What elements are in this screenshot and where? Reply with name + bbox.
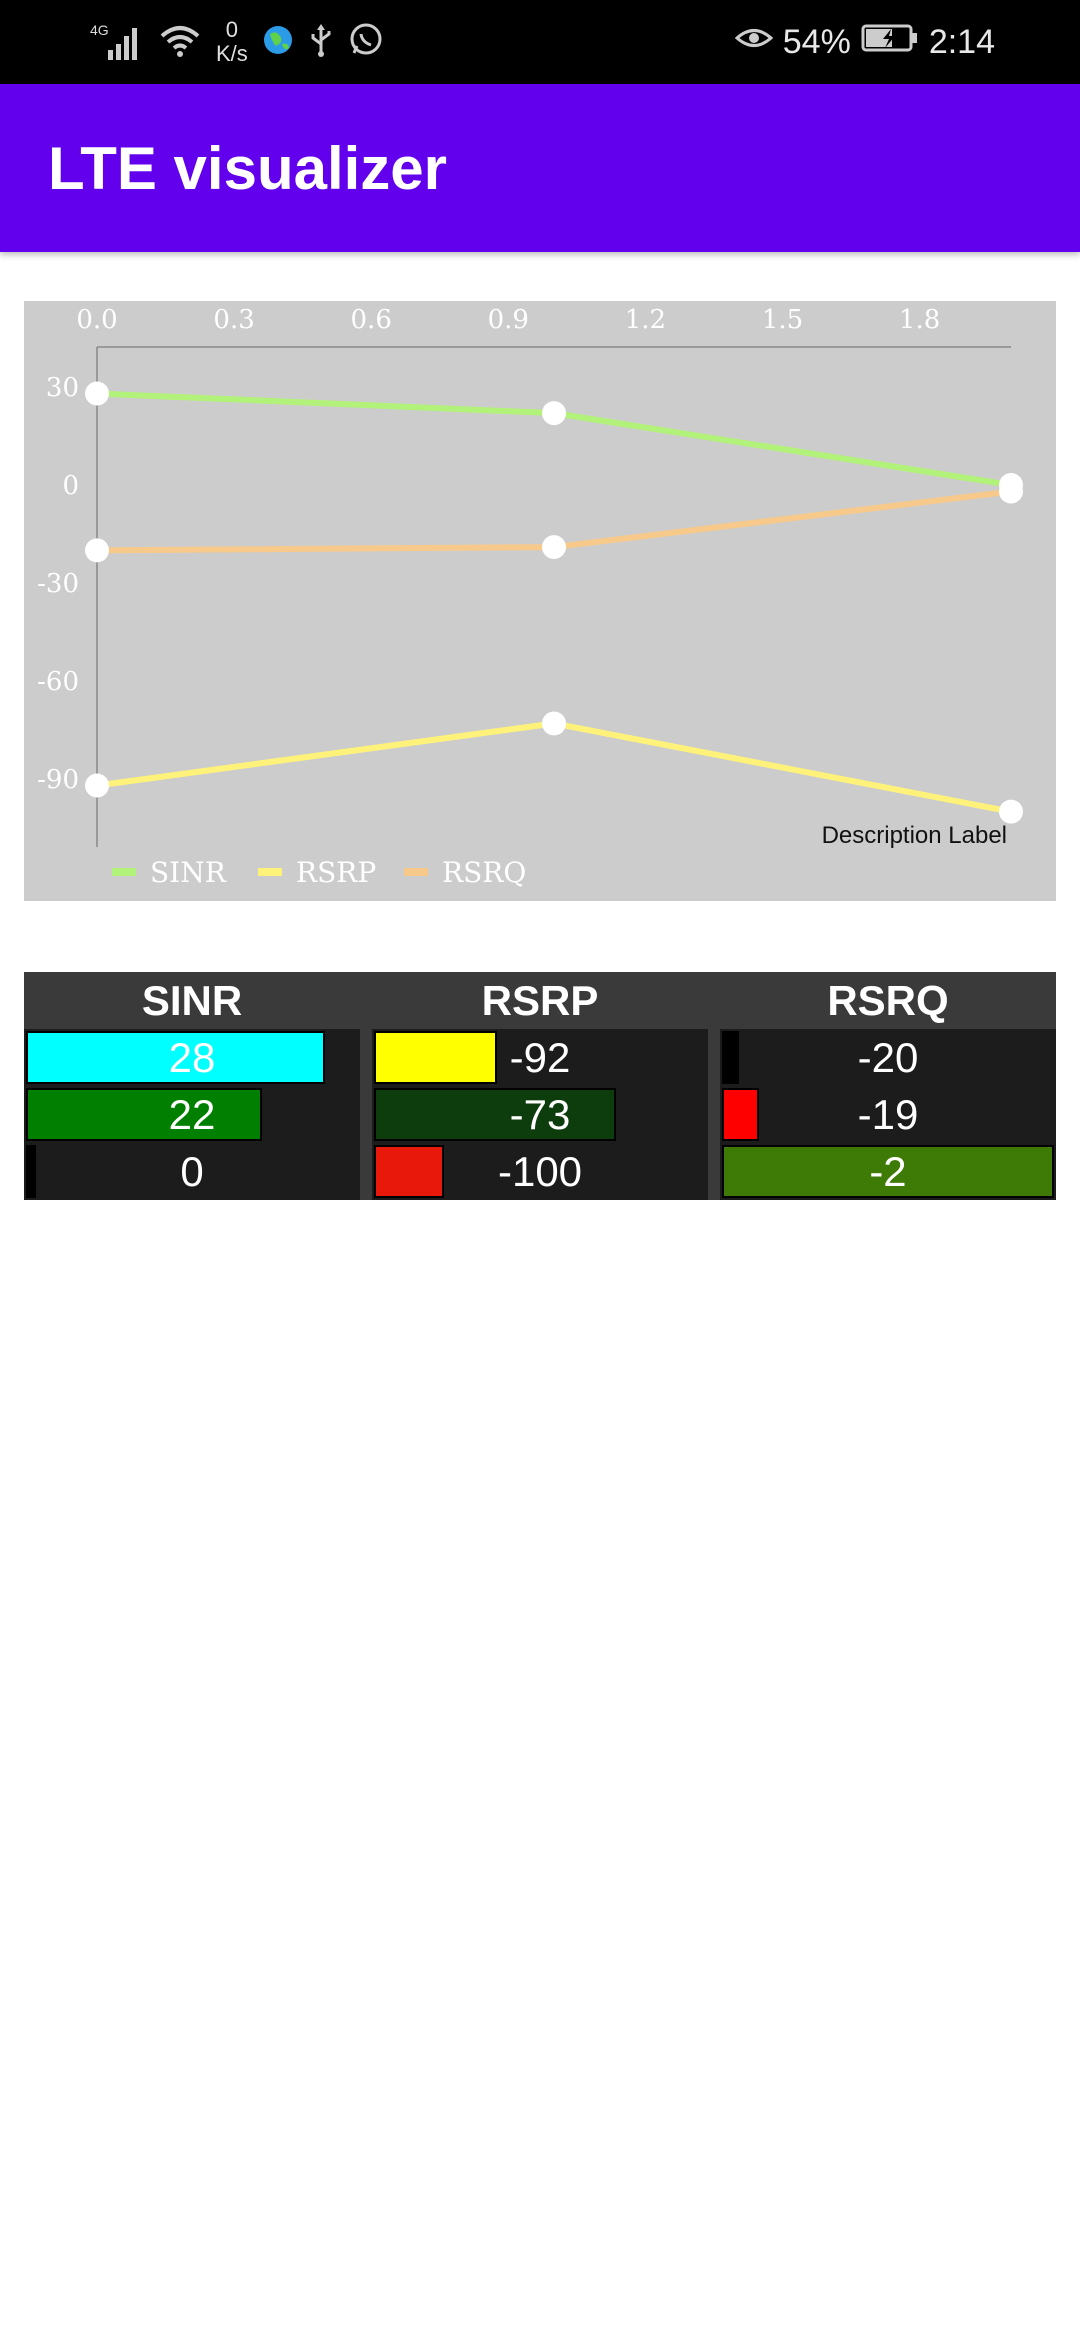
signal-strength-icon: 4G [90, 22, 144, 62]
data-point-rsrp [999, 799, 1023, 824]
table-column-sinr: SINR 28 22 0 [24, 972, 360, 1200]
column-header: RSRQ [827, 976, 949, 1024]
value-bar [26, 1145, 36, 1198]
y-tick-label: -60 [37, 667, 79, 697]
value-bar [374, 1145, 444, 1198]
table-cell: -2 [720, 1143, 1056, 1200]
data-point-sinr [85, 381, 109, 406]
table-column-rsrp: RSRP -92 -73 -100 [372, 972, 708, 1200]
data-point-rsrq [85, 538, 109, 563]
battery-percent: 54% [782, 22, 851, 61]
value-bar [722, 1088, 759, 1141]
column-header: RSRP [481, 976, 599, 1024]
legend-item-sinr: SINR [112, 856, 227, 889]
cell-value: -73 [509, 1090, 571, 1138]
status-right-icons: 54% 2:14 [734, 16, 995, 68]
value-bar [374, 1088, 616, 1141]
legend-label: RSRP [296, 856, 376, 889]
x-tick-label: 0.9 [488, 305, 529, 335]
chart-canvas: 0.0 0.3 0.6 0.9 1.2 1.5 1.8 30 0 -30 -60 -90 Descrip… [37, 305, 1023, 889]
value-bar [722, 1031, 739, 1084]
table-cell: 28 [24, 1029, 360, 1086]
x-tick-label: 1.2 [625, 305, 666, 335]
whatsapp-icon [348, 22, 384, 63]
cell-value: -100 [497, 1147, 583, 1195]
cell-value: -19 [857, 1090, 919, 1138]
legend-label: RSRQ [442, 856, 526, 889]
data-point-rsrp [85, 773, 109, 798]
clock: 2:14 [928, 22, 995, 61]
cell-value: 0 [180, 1147, 204, 1195]
x-tick-label: 1.8 [899, 305, 940, 335]
battery-charging-icon [861, 23, 919, 62]
network-type-label: 4G [90, 22, 109, 38]
app-bar: LTE visualizer [0, 84, 1080, 252]
series-line-rsrp [94, 720, 1014, 815]
table-column-rsrq: RSRQ -20 -19 -2 [720, 972, 1056, 1200]
table-cell: -92 [372, 1029, 708, 1086]
cell-value: 28 [168, 1033, 216, 1081]
status-bar: 4G 0 K/s [0, 0, 1080, 84]
x-tick-label: 1.5 [762, 305, 803, 335]
eye-comfort-icon [734, 23, 774, 62]
data-point-sinr [542, 401, 566, 426]
x-tick-label: 0.3 [213, 305, 254, 335]
globe-app-icon [262, 24, 294, 61]
table-cell: -20 [720, 1029, 1056, 1086]
table-cell: 0 [24, 1143, 360, 1200]
usb-icon [308, 22, 334, 63]
value-bar [26, 1031, 325, 1084]
value-bar [374, 1031, 497, 1084]
y-tick-label: -30 [37, 569, 79, 599]
legend-swatch [404, 868, 428, 876]
legend-item-rsrp: RSRP [258, 856, 376, 889]
column-header: SINR [141, 976, 243, 1024]
net-speed-indicator: 0 K/s [216, 18, 248, 66]
table-cell: -19 [720, 1086, 1056, 1143]
cell-value: 22 [168, 1090, 216, 1138]
value-bar [26, 1088, 262, 1141]
wifi-icon [158, 20, 202, 65]
legend-swatch [258, 868, 282, 876]
data-point-rsrq [999, 479, 1023, 504]
net-speed-unit: K/s [216, 41, 248, 66]
table-cell: 22 [24, 1086, 360, 1143]
y-tick-label: 30 [46, 373, 79, 403]
value-bar [722, 1145, 1054, 1198]
cell-value: -92 [509, 1033, 571, 1081]
y-tick-label: 0 [62, 471, 79, 501]
legend-label: SINR [150, 856, 227, 889]
cell-value: -2 [869, 1147, 907, 1195]
x-tick-label: 0.6 [351, 305, 392, 335]
legend-item-rsrq: RSRQ [404, 856, 526, 889]
cell-value: -20 [857, 1033, 919, 1081]
y-tick-label: -90 [37, 765, 79, 795]
net-speed-value: 0 [225, 17, 239, 42]
x-tick-label: 0.0 [76, 305, 117, 335]
signal-line-chart: 0.0 0.3 0.6 0.9 1.2 1.5 1.8 30 0 -30 -60 -90 Descrip… [24, 301, 1056, 901]
table-cell: -73 [372, 1086, 708, 1143]
chart-description-label: Description Label [822, 822, 1007, 849]
status-left-icons: 4G 0 K/s [90, 16, 384, 68]
app-title: LTE visualizer [48, 134, 448, 202]
data-point-rsrp [542, 711, 566, 736]
data-point-rsrq [542, 535, 566, 560]
legend-swatch [112, 868, 136, 876]
table-cell: -100 [372, 1143, 708, 1200]
signal-table: SINR 28 22 0 RSRP -92 -73 -100 RSRQ -20 -19 -2 [24, 972, 1056, 1200]
